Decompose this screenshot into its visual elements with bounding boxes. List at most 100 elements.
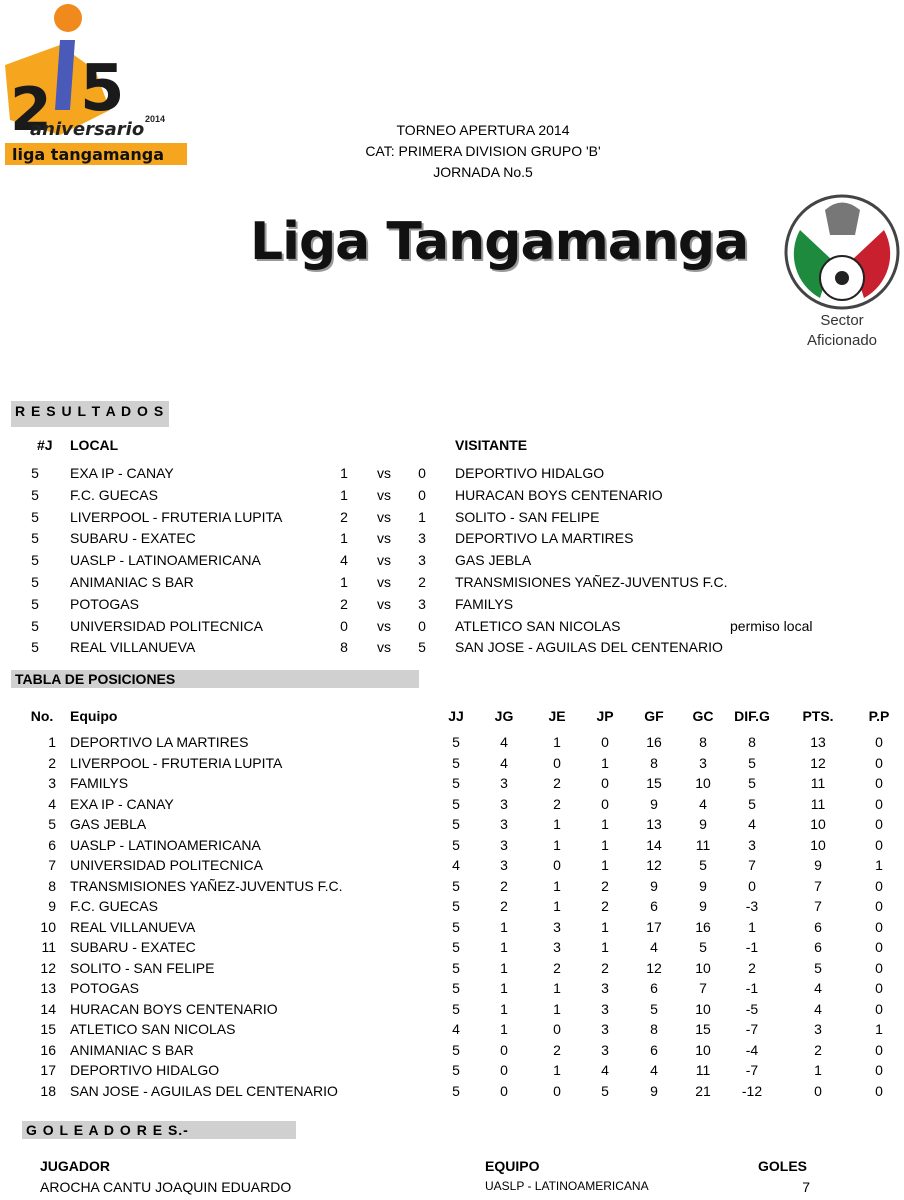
standings-no: 16 bbox=[40, 1041, 56, 1058]
standings-jp: 2 bbox=[601, 898, 609, 914]
standings-gc: 9 bbox=[699, 877, 707, 894]
result-local-goals: 0 bbox=[340, 617, 348, 634]
col-header-local: LOCAL bbox=[70, 437, 119, 453]
standings-equipo: SUBARU - EXATEC bbox=[70, 939, 196, 955]
scorer-team: UASLP - LATINOAMERICANA bbox=[485, 1179, 649, 1193]
standings-equipo: SAN JOSE - AGUILAS DEL CENTENARIO bbox=[70, 1082, 338, 1099]
standings-pts: 10 bbox=[810, 816, 826, 832]
standings-dif: 2 bbox=[748, 959, 756, 976]
result-local-team: SUBARU - EXATEC bbox=[70, 530, 196, 547]
standings-gf: 4 bbox=[650, 1062, 658, 1078]
result-visitor-team: SOLITO - SAN FELIPE bbox=[455, 508, 600, 525]
standings-gc: 10 bbox=[695, 775, 711, 791]
standings-no: 17 bbox=[40, 1062, 56, 1078]
standings-jp: 1 bbox=[601, 754, 609, 771]
result-jornada: 5 bbox=[31, 595, 39, 612]
standings-no: 6 bbox=[48, 836, 56, 853]
standings-je: 1 bbox=[553, 816, 561, 832]
standings-jj: 5 bbox=[452, 1041, 460, 1058]
svg-text:liga tangamanga: liga tangamanga bbox=[12, 145, 164, 164]
standings-pp: 1 bbox=[875, 857, 883, 873]
svg-text:2014: 2014 bbox=[145, 114, 165, 124]
standings-jj: 5 bbox=[452, 816, 460, 832]
standings-dif: -1 bbox=[745, 980, 759, 996]
standings-jg: 4 bbox=[500, 754, 508, 771]
col-header-je: JE bbox=[548, 708, 566, 724]
standings-dif: 8 bbox=[748, 734, 756, 750]
standings-je: 2 bbox=[553, 959, 561, 976]
logo-sector-text: Sector bbox=[820, 312, 864, 329]
standings-pts: 2 bbox=[814, 1041, 822, 1058]
standings-jj: 5 bbox=[452, 939, 460, 955]
result-visitor-team: DEPORTIVO LA MARTIRES bbox=[455, 530, 634, 547]
standings-jg: 3 bbox=[500, 857, 508, 873]
goleadores-heading: G O L E A D O R E S.- bbox=[22, 1121, 296, 1139]
standings-equipo: TRANSMISIONES YAÑEZ-JUVENTUS F.C. bbox=[70, 877, 343, 894]
standings-gf: 8 bbox=[650, 754, 658, 771]
standings-no: 7 bbox=[48, 857, 56, 873]
result-jornada: 5 bbox=[31, 465, 39, 481]
standings-equipo: POTOGAS bbox=[70, 980, 139, 996]
col-header-gf: GF bbox=[644, 708, 664, 724]
result-vs: vs bbox=[377, 574, 391, 590]
standings-no: 4 bbox=[48, 795, 56, 812]
result-local-team: UASLP - LATINOAMERICANA bbox=[70, 552, 261, 569]
category: CAT: PRIMERA DIVISION GRUPO 'B' bbox=[365, 143, 601, 159]
result-local-goals: 1 bbox=[340, 486, 348, 503]
standings-jg: 3 bbox=[500, 775, 508, 791]
standings-gf: 16 bbox=[646, 734, 662, 750]
svg-text:aniversario: aniversario bbox=[30, 119, 144, 140]
standings-jj: 5 bbox=[452, 1000, 460, 1017]
result-visitor-goals: 5 bbox=[418, 639, 426, 656]
result-local-goals: 2 bbox=[340, 508, 348, 525]
liga-tangamanga-25-logo: 2 5 aniversario 2014 liga tangamanga bbox=[0, 0, 190, 170]
standings-pts: 1 bbox=[814, 1062, 822, 1078]
result-local-goals: 2 bbox=[340, 595, 348, 612]
standings-je: 1 bbox=[553, 1062, 561, 1078]
standings-jg: 1 bbox=[500, 1021, 508, 1037]
standings-gc: 5 bbox=[699, 939, 707, 955]
result-jornada: 5 bbox=[31, 508, 39, 525]
standings-jp: 0 bbox=[601, 734, 609, 750]
result-local-goals: 1 bbox=[340, 465, 348, 481]
standings-jj: 5 bbox=[452, 959, 460, 976]
standings-pts: 11 bbox=[810, 795, 826, 812]
standings-pts: 13 bbox=[810, 734, 826, 750]
standings-gf: 17 bbox=[646, 918, 662, 935]
standings-equipo: ANIMANIAC S BAR bbox=[70, 1041, 194, 1058]
standings-equipo: F.C. GUECAS bbox=[70, 898, 158, 914]
standings-no: 11 bbox=[41, 939, 56, 955]
standings-jj: 5 bbox=[452, 836, 460, 853]
standings-pp: 0 bbox=[875, 898, 883, 914]
result-jornada: 5 bbox=[31, 552, 39, 569]
standings-jj: 5 bbox=[452, 734, 460, 750]
standings-dif: 1 bbox=[748, 918, 756, 935]
col-header-jugador: JUGADOR bbox=[40, 1158, 111, 1174]
standings-pts: 6 bbox=[814, 939, 822, 955]
col-header-no: No. bbox=[30, 708, 54, 724]
standings-no: 14 bbox=[40, 1000, 56, 1017]
standings-gf: 12 bbox=[646, 959, 662, 976]
result-visitor-team: ATLETICO SAN NICOLAS bbox=[455, 617, 621, 634]
matchday: JORNADA No.5 bbox=[433, 164, 533, 180]
standings-je: 1 bbox=[553, 734, 561, 750]
standings-pp: 0 bbox=[875, 918, 883, 935]
result-vs: vs bbox=[377, 486, 391, 503]
standings-gf: 9 bbox=[650, 877, 658, 894]
standings-jg: 1 bbox=[500, 1000, 508, 1017]
standings-jp: 1 bbox=[601, 939, 609, 955]
standings-dif: 7 bbox=[748, 857, 756, 873]
standings-je: 1 bbox=[553, 898, 561, 914]
standings-jg: 0 bbox=[500, 1082, 508, 1099]
standings-je: 3 bbox=[553, 939, 561, 955]
col-header-goles: GOLES bbox=[758, 1158, 808, 1174]
result-visitor-goals: 3 bbox=[418, 530, 426, 547]
standings-jp: 3 bbox=[601, 1000, 609, 1017]
standings-gf: 6 bbox=[650, 1041, 658, 1058]
standings-no: 13 bbox=[40, 980, 56, 996]
standings-gf: 6 bbox=[650, 898, 658, 914]
col-header-jg: JG bbox=[494, 708, 514, 724]
standings-pp: 0 bbox=[875, 1000, 883, 1017]
col-header-jornada: #J bbox=[37, 437, 53, 453]
